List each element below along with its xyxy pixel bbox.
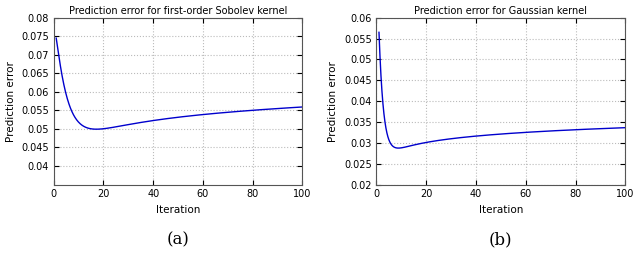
Y-axis label: Prediction error: Prediction error bbox=[328, 61, 339, 142]
X-axis label: Iteration: Iteration bbox=[156, 205, 200, 215]
Title: Prediction error for Gaussian kernel: Prediction error for Gaussian kernel bbox=[414, 6, 588, 16]
X-axis label: Iteration: Iteration bbox=[479, 205, 523, 215]
Text: (a): (a) bbox=[166, 231, 189, 248]
Text: (b): (b) bbox=[489, 231, 513, 248]
Y-axis label: Prediction error: Prediction error bbox=[6, 61, 15, 142]
Title: Prediction error for first-order Sobolev kernel: Prediction error for first-order Sobolev… bbox=[69, 6, 287, 16]
